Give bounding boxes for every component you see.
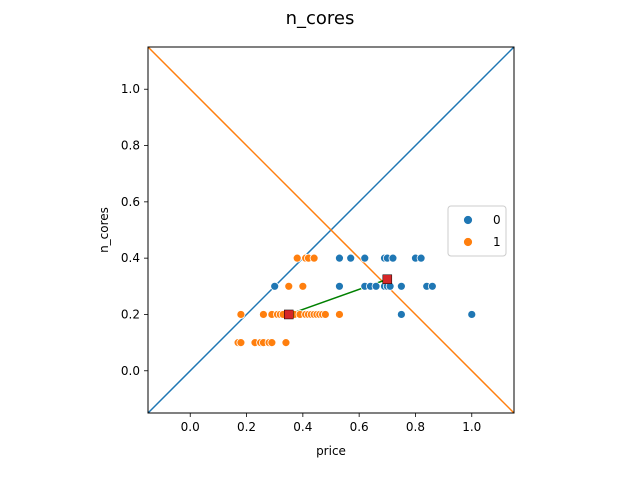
x-tick-label-4: 0.8 (406, 420, 425, 434)
point-series-1-23 (335, 310, 344, 319)
point-series-0-0 (335, 253, 344, 263)
point-series-1-25 (236, 338, 246, 348)
y-tick-label-2: 0.4 (121, 251, 140, 265)
x-axis-label: price (316, 444, 346, 458)
x-tick-label-5: 1.0 (462, 420, 481, 434)
x-tick-label-3: 0.6 (350, 420, 369, 434)
legend-label-1: 1 (493, 235, 501, 249)
point-series-1-0 (292, 253, 302, 263)
point-series-0-22 (396, 310, 406, 319)
plot-content (148, 47, 514, 413)
legend: 01 (447, 205, 507, 257)
point-series-0-7 (416, 253, 426, 263)
y-tick-label-5: 1.0 (121, 82, 140, 96)
point-series-0-9 (335, 281, 344, 291)
y-tick-label-4: 0.8 (121, 139, 140, 153)
point-series-0-23 (467, 310, 477, 319)
point-series-0-8 (270, 281, 280, 291)
x-tick-label-0: 0.0 (181, 420, 200, 434)
x-tick-label-1: 0.2 (237, 420, 256, 434)
y-axis-label: n_cores (97, 207, 111, 253)
legend-label-0: 0 (493, 213, 501, 227)
point-series-0-16 (396, 281, 406, 291)
point-series-1-5 (298, 281, 308, 291)
y-axis: 0.0 0.2 0.4 0.6 0.8 1.0 (121, 82, 148, 378)
y-tick-label-3: 0.6 (121, 195, 140, 209)
point-series-1-4 (284, 281, 294, 291)
chart-title: n_cores (286, 8, 355, 29)
point-series-1-22 (320, 310, 330, 319)
centroid-marker-1 (382, 274, 393, 285)
legend-marker-1 (463, 237, 473, 247)
y-tick-label-0: 0.0 (121, 364, 140, 378)
legend-marker-0 (463, 215, 473, 225)
legend-box (447, 205, 507, 257)
point-series-1-7 (259, 310, 268, 319)
point-series-0-18 (427, 281, 437, 291)
point-series-1-30 (267, 338, 277, 348)
y-tick-label-1: 0.2 (121, 307, 140, 321)
centroid-marker-0 (284, 309, 294, 320)
x-axis: 0.0 0.2 0.4 0.6 0.8 1.0 (181, 413, 481, 434)
reference-line-1 (148, 47, 514, 413)
point-series-0-1 (346, 253, 356, 263)
x-tick-label-2: 0.4 (293, 420, 312, 434)
point-series-1-3 (309, 253, 319, 263)
point-series-0-2 (360, 253, 370, 263)
point-series-1-31 (281, 338, 291, 348)
point-series-0-12 (371, 281, 381, 291)
plot-frame (147, 46, 515, 414)
point-series-1-6 (236, 310, 246, 319)
point-series-0-5 (388, 253, 398, 263)
